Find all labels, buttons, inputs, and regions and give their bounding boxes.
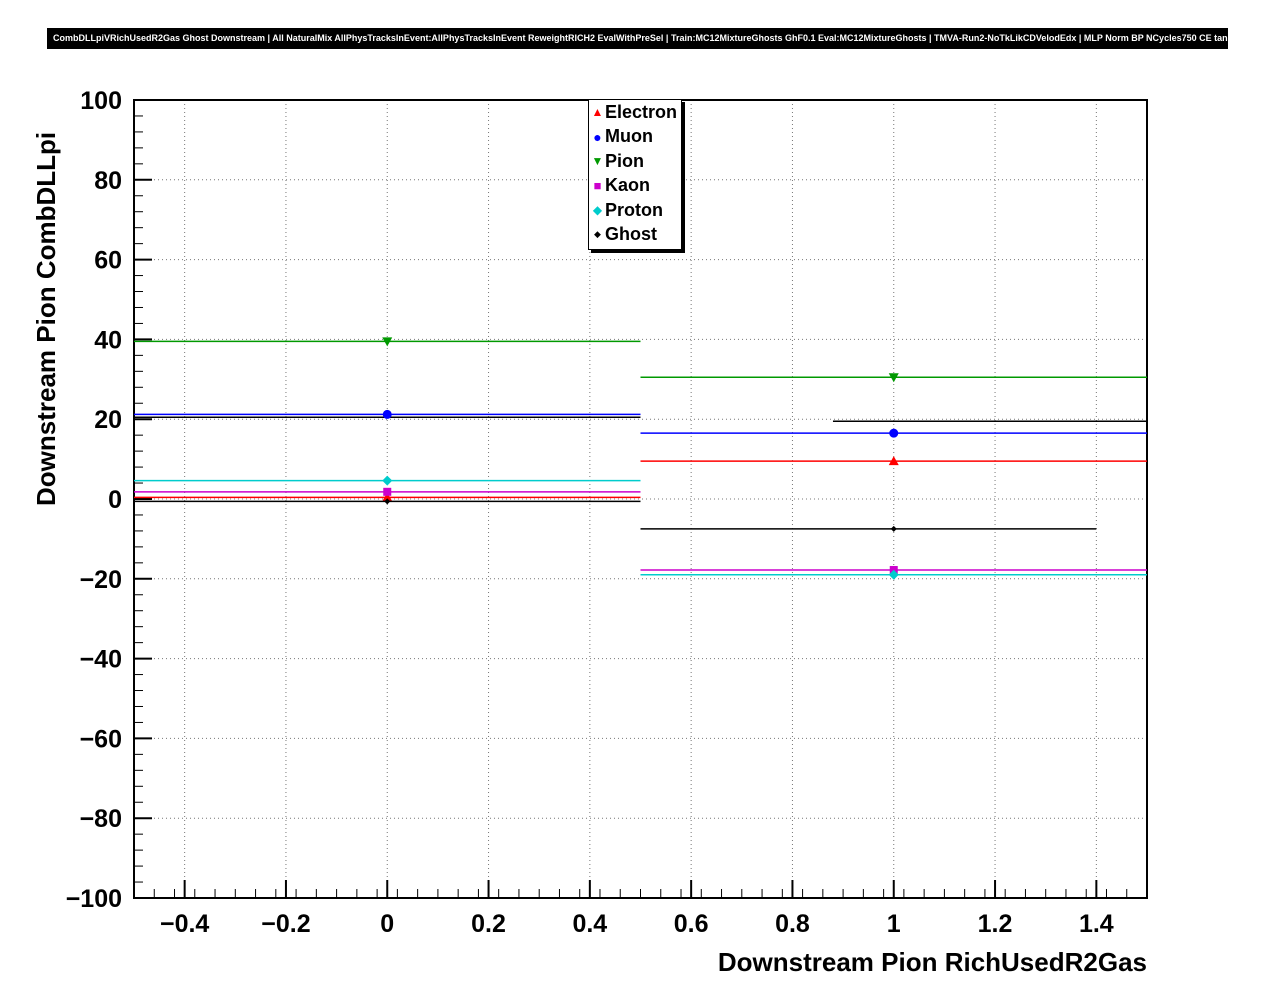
legend-label: Pion: [605, 150, 644, 171]
y-tick-label: −20: [80, 566, 122, 594]
data-marker-ghost: [890, 525, 897, 532]
x-tick-label: 0.6: [674, 910, 709, 938]
data-marker-ghost: [384, 498, 391, 505]
square-marker-icon: ■: [593, 178, 602, 194]
legend-label: Kaon: [605, 175, 650, 196]
x-tick-label: 1: [887, 910, 901, 938]
legend-entry-proton: ◆ Proton: [589, 198, 681, 223]
y-tick-label: 80: [94, 167, 122, 195]
x-tick-label: −0.4: [160, 910, 209, 938]
y-tick-label: −100: [66, 885, 122, 913]
x-tick-label: 1.4: [1079, 910, 1114, 938]
legend-label: Electron: [605, 101, 678, 122]
y-tick-label: 20: [94, 406, 122, 434]
data-marker-proton: [382, 475, 393, 486]
triangle-up-marker-icon: ▲: [591, 105, 604, 120]
legend-entry-electron: ▲ Electron: [589, 100, 681, 125]
y-tick-label: 100: [80, 87, 122, 115]
x-tick-label: 1.2: [978, 910, 1013, 938]
data-marker-muon: [889, 428, 899, 438]
legend-label: Proton: [605, 199, 663, 220]
data-marker-electron: [888, 456, 899, 466]
plot-title-bar: CombDLLpiVRichUsedR2Gas Ghost Downstream…: [47, 28, 1228, 49]
y-tick-label: −60: [80, 725, 122, 753]
data-marker-electron: [382, 492, 393, 502]
legend-entry-pion: ▼ Pion: [589, 149, 681, 174]
legend-entry-kaon: ■ Kaon: [589, 174, 681, 199]
circle-marker-icon: ●: [593, 128, 602, 145]
x-tick-label: 0.2: [471, 910, 506, 938]
y-tick-label: 60: [94, 247, 122, 275]
x-tick-label: −0.2: [261, 910, 310, 938]
legend-label: Ghost: [605, 224, 657, 245]
y-tick-label: −40: [80, 646, 122, 674]
data-marker-kaon: [383, 487, 392, 496]
x-tick-label: 0: [380, 910, 394, 938]
legend-entry-muon: ● Muon: [589, 125, 681, 150]
x-tick-label: 0.8: [775, 910, 810, 938]
diamond-marker-icon: ◆: [592, 203, 603, 218]
x-tick-label: 0.4: [572, 910, 607, 938]
x-axis-title: Downstream Pion RichUsedR2Gas: [717, 947, 1147, 977]
data-marker-muon: [382, 409, 392, 419]
y-axis-title: Downstream Pion CombDLLpi: [31, 131, 61, 506]
data-marker-pion: [888, 373, 899, 383]
data-marker-proton: [888, 569, 899, 580]
legend-entry-ghost: ◆ Ghost: [589, 223, 681, 248]
diamond-small-marker-icon: ◆: [594, 229, 601, 240]
y-tick-label: 0: [108, 486, 122, 514]
legend-box: ▲ Electron ● Muon ▼ Pion ■ Kaon ◆ Proton ◆ Ghost: [588, 99, 682, 250]
legend-label: Muon: [605, 126, 653, 147]
y-tick-label: −80: [80, 805, 122, 833]
data-marker-pion: [382, 337, 393, 347]
triangle-down-marker-icon: ▼: [591, 154, 604, 169]
y-tick-label: 40: [94, 326, 122, 354]
